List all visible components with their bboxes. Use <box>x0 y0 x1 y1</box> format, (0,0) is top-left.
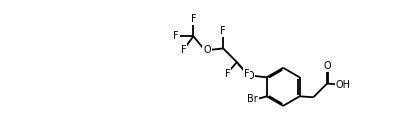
Text: OH: OH <box>335 79 350 90</box>
Text: F: F <box>173 31 179 41</box>
Text: F: F <box>190 14 196 24</box>
Text: F: F <box>224 68 230 79</box>
Text: O: O <box>203 45 210 55</box>
Text: F: F <box>181 45 186 55</box>
Text: O: O <box>322 62 330 71</box>
Text: F: F <box>243 68 249 79</box>
Text: O: O <box>246 71 254 81</box>
Text: F: F <box>220 26 226 36</box>
Text: Br: Br <box>247 94 257 104</box>
